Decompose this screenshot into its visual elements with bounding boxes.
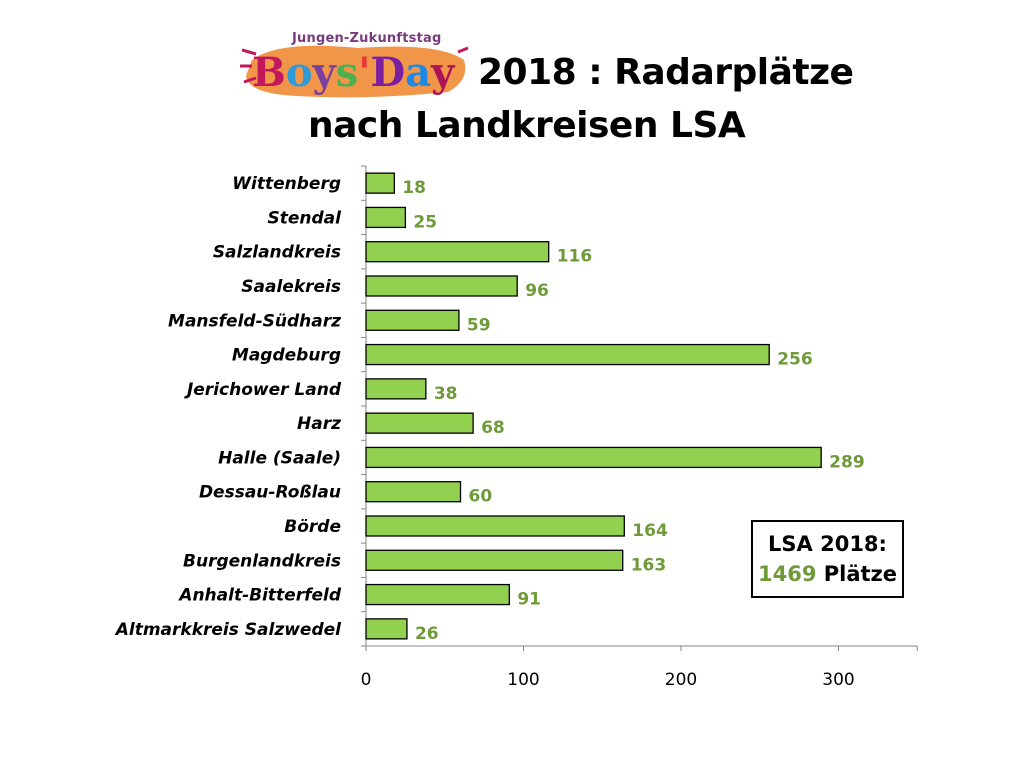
value-label: 26 bbox=[415, 624, 439, 644]
category-label: Anhalt-Bitterfeld bbox=[177, 586, 342, 606]
bar bbox=[365, 378, 427, 400]
bar bbox=[365, 618, 408, 640]
category-label: Halle (Saale) bbox=[218, 448, 341, 468]
category-label: Jerichower Land bbox=[184, 380, 342, 400]
value-label: 116 bbox=[557, 247, 593, 267]
bar bbox=[365, 515, 625, 537]
value-label: 18 bbox=[402, 178, 426, 198]
value-label: 60 bbox=[469, 487, 493, 507]
logo-tagline: Jungen-Zukunftstag bbox=[292, 31, 442, 46]
value-label: 68 bbox=[481, 418, 505, 438]
category-label: Magdeburg bbox=[232, 346, 341, 366]
category-label: Wittenberg bbox=[232, 174, 341, 194]
category-label: Dessau-Roßlau bbox=[199, 483, 341, 503]
total-line: 1469 Plätze bbox=[753, 559, 902, 589]
category-label: Börde bbox=[284, 517, 341, 537]
total-value: 1469 bbox=[757, 562, 817, 586]
category-label: Burgenlandkreis bbox=[183, 551, 341, 571]
x-tick-label: 300 bbox=[822, 670, 854, 690]
value-label: 25 bbox=[413, 212, 437, 232]
total-summary-box: LSA 2018: 1469 Plätze bbox=[751, 520, 904, 598]
category-label: Stendal bbox=[268, 208, 343, 228]
category-label: Altmarkkreis Salzwedel bbox=[114, 620, 342, 640]
value-label: 38 bbox=[434, 384, 458, 404]
bar bbox=[365, 241, 550, 263]
category-label: Mansfeld-Südharz bbox=[168, 311, 341, 331]
total-heading: LSA 2018: bbox=[768, 532, 887, 556]
value-label: 163 bbox=[631, 555, 667, 575]
bar bbox=[365, 275, 518, 297]
value-label: 164 bbox=[632, 521, 668, 541]
bar bbox=[365, 583, 510, 606]
value-label: 96 bbox=[525, 281, 549, 301]
category-label: Saalekreis bbox=[241, 277, 341, 297]
chart-title-line-2: nach Landkreisen LSA bbox=[308, 105, 746, 146]
total-unit: Plätze bbox=[823, 562, 898, 586]
value-label: 256 bbox=[777, 350, 813, 370]
bar bbox=[365, 446, 822, 469]
x-tick-label: 100 bbox=[507, 670, 539, 690]
category-label: Harz bbox=[297, 414, 341, 434]
bar bbox=[365, 309, 460, 331]
x-tick-label: 0 bbox=[361, 670, 372, 690]
value-label: 59 bbox=[467, 315, 491, 335]
value-label: 289 bbox=[829, 452, 865, 472]
bar bbox=[365, 549, 624, 571]
category-label: Salzlandkreis bbox=[213, 243, 341, 263]
bar bbox=[365, 172, 396, 194]
bar bbox=[365, 343, 770, 366]
x-tick-label: 200 bbox=[665, 670, 697, 690]
chart-title-line-1: 2018 : Radarplätze bbox=[478, 52, 854, 93]
bar bbox=[365, 206, 407, 229]
bar bbox=[365, 481, 462, 503]
boys-day-logo: Boys'Day bbox=[240, 45, 469, 98]
value-label: 91 bbox=[517, 590, 541, 610]
bar bbox=[365, 412, 474, 434]
svg-text:Boys'Day: Boys'Day bbox=[252, 49, 456, 96]
